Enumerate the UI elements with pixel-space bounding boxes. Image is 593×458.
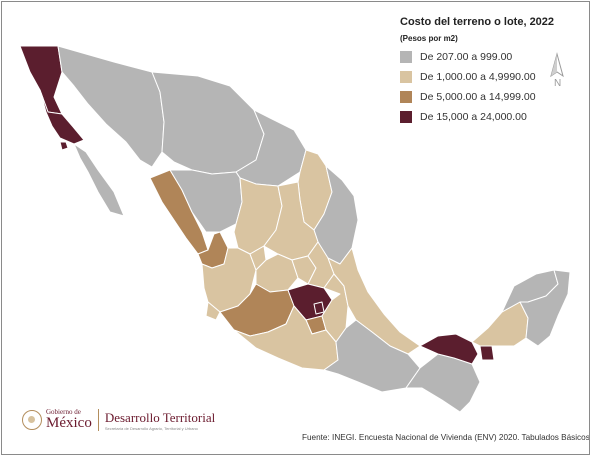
state-sonora[interactable]	[57, 45, 165, 168]
legend-swatch	[400, 91, 412, 103]
branding-logos: Gobierno de México Desarrollo Territoria…	[22, 409, 215, 431]
gobierno-logo: Gobierno de México	[46, 409, 92, 431]
legend-swatch	[400, 111, 412, 123]
logo-divider	[97, 409, 99, 431]
desarrollo-territorial-sub: Secretaría de Desarrollo Agrario, Territ…	[104, 425, 198, 431]
legend-label: De 1,000.00 a 4,9990.00	[420, 71, 536, 83]
legend-title: Costo del terreno o lote, 2022	[400, 16, 555, 28]
state-tabasco-east[interactable]	[479, 345, 495, 361]
legend-label: De 207.00 a 999.00	[420, 51, 513, 63]
state-colima[interactable]	[205, 301, 221, 321]
state-baja-california-sur[interactable]	[39, 89, 85, 145]
legend-item: De 207.00 a 999.00	[400, 48, 580, 66]
legend-label: De 15,000 a 24,000.00	[420, 111, 527, 123]
legend-item: De 5,000.00 a 14,999.00	[400, 88, 580, 106]
state-baja-california[interactable]	[19, 45, 63, 115]
north-label: N	[554, 78, 562, 89]
legend-label: De 5,000.00 a 14,999.00	[420, 91, 536, 103]
state-quintana-roo[interactable]	[519, 269, 571, 347]
mexico-label: México	[46, 415, 92, 431]
source-note: Fuente: INEGI. Encuesta Nacional de Vivi…	[302, 433, 590, 442]
legend-item: De 15,000 a 24,000.00	[400, 108, 580, 126]
state-baja-california-sur-island[interactable]	[59, 141, 69, 151]
state-baja-sur-tip[interactable]	[73, 143, 125, 217]
state-campeche[interactable]	[471, 301, 529, 347]
legend-list: De 207.00 a 999.00 De 1,000.00 a 4,9990.…	[400, 48, 580, 126]
legend-swatch	[400, 71, 412, 83]
government-seal-icon	[22, 410, 42, 430]
legend-swatch	[400, 51, 412, 63]
legend-item: De 1,000.00 a 4,9990.00	[400, 68, 580, 86]
desarrollo-territorial-label: Desarrollo Territorial	[104, 409, 216, 425]
north-arrow-icon	[550, 52, 564, 78]
state-ciudad-de-mexico[interactable]	[313, 301, 325, 315]
desarrollo-territorial-logo: Desarrollo Territorial Secretaría de Des…	[105, 410, 215, 431]
state-guerrero[interactable]	[233, 305, 339, 371]
state-chihuahua[interactable]	[151, 71, 265, 175]
gobierno-label: Gobierno de	[46, 408, 81, 416]
state-tabasco[interactable]	[419, 333, 479, 365]
map-legend: Costo del terreno o lote, 2022 (Pesos po…	[400, 16, 580, 126]
legend-subtitle: (Pesos por m2)	[400, 34, 458, 43]
